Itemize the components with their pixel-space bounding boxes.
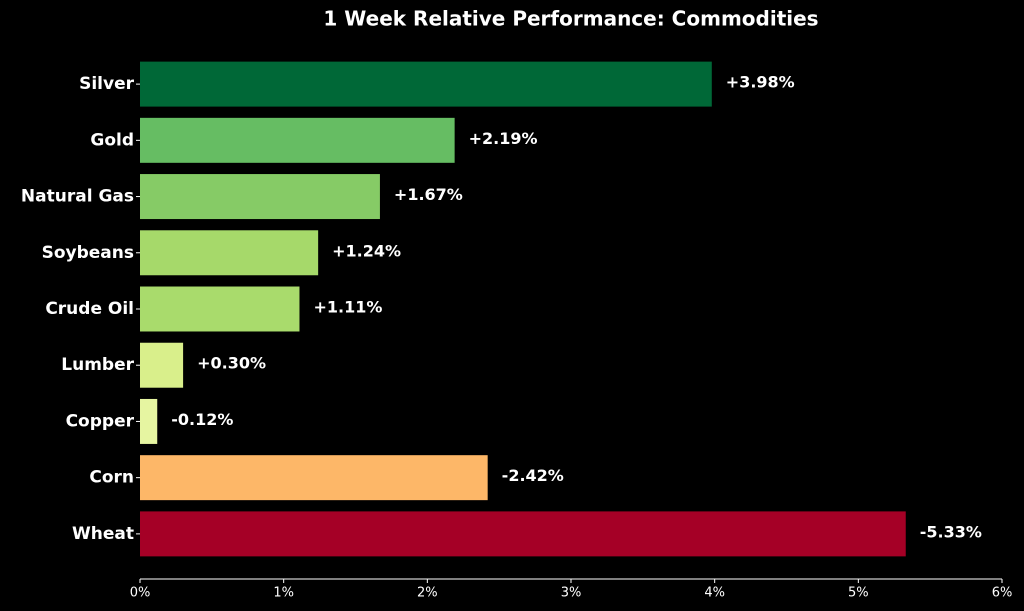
x-tick-label: 4%	[704, 586, 725, 601]
bar	[140, 230, 319, 276]
bar	[140, 117, 455, 163]
y-tick-label: Silver	[79, 74, 135, 94]
value-label: +0.30%	[197, 354, 266, 373]
value-label: +1.24%	[332, 241, 401, 260]
bar	[140, 342, 184, 388]
bar	[140, 511, 906, 557]
chart-title: 1 Week Relative Performance: Commodities	[323, 7, 818, 31]
bar	[140, 455, 488, 501]
bar	[140, 398, 158, 444]
x-tick-label: 6%	[992, 586, 1013, 601]
y-tick-label: Crude Oil	[45, 299, 134, 319]
x-tick-label: 1%	[273, 586, 294, 601]
value-label: +1.11%	[313, 298, 382, 317]
bar	[140, 286, 300, 332]
x-tick-label: 5%	[848, 586, 869, 601]
value-label: -0.12%	[171, 410, 233, 429]
value-label: +2.19%	[469, 129, 538, 148]
bar	[140, 61, 712, 107]
value-label: -2.42%	[502, 466, 564, 485]
y-tick-label: Soybeans	[42, 243, 134, 263]
value-label: -5.33%	[920, 522, 982, 541]
y-tick-label: Gold	[90, 130, 134, 150]
bar	[140, 174, 380, 220]
y-tick-label: Lumber	[61, 355, 134, 375]
x-tick-label: 0%	[130, 586, 151, 601]
x-tick-label: 2%	[417, 586, 438, 601]
y-tick-label: Natural Gas	[21, 187, 134, 207]
y-tick-label: Corn	[89, 468, 134, 488]
value-label: +1.67%	[394, 185, 463, 204]
y-tick-label: Copper	[66, 411, 135, 431]
value-label: +3.98%	[726, 73, 795, 92]
y-tick-label: Wheat	[72, 524, 134, 544]
x-tick-label: 3%	[561, 586, 582, 601]
